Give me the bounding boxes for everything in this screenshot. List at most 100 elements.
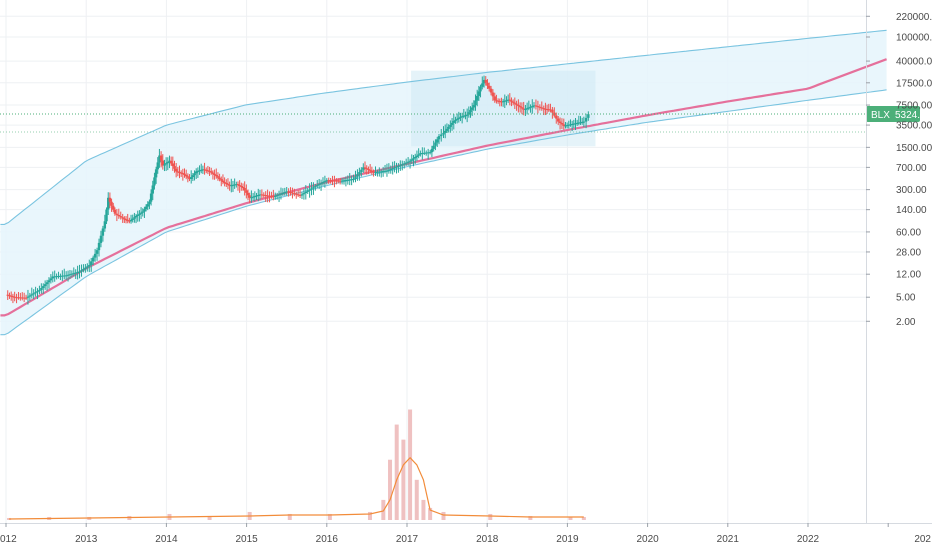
candle-body	[108, 197, 112, 202]
candle-body	[49, 278, 53, 281]
candle-body	[200, 169, 203, 171]
x-tick-label: 012	[0, 534, 17, 545]
candle-body	[218, 177, 221, 180]
candle-body	[522, 108, 525, 110]
candle-body	[412, 158, 415, 160]
candle-body	[216, 176, 220, 178]
candle-body	[344, 180, 348, 182]
candle-body	[493, 96, 496, 101]
x-tick-label: 2021	[717, 534, 740, 545]
candle-body	[479, 86, 482, 92]
candle-body	[74, 272, 77, 274]
candle-body	[64, 275, 68, 277]
candle-body	[91, 257, 95, 262]
candle-body	[562, 124, 565, 126]
candle-body	[538, 106, 542, 108]
candle-body	[329, 180, 332, 182]
volume-bar	[7, 517, 12, 520]
candle-body	[370, 170, 374, 172]
candle-body	[251, 196, 255, 198]
candles-layer	[6, 75, 590, 305]
candle-body	[426, 152, 430, 154]
candle-body	[584, 117, 588, 122]
candle-body	[205, 169, 208, 171]
candle-body	[513, 102, 517, 104]
candle-body	[391, 168, 394, 170]
candle-body	[415, 155, 419, 157]
candle-body	[221, 180, 225, 183]
candle-body	[482, 79, 486, 84]
candle-body	[536, 106, 540, 108]
candle-body	[186, 176, 190, 178]
candle-body	[518, 106, 522, 108]
candle-body	[515, 103, 518, 105]
candle-body	[225, 182, 228, 184]
candle-body	[317, 184, 321, 186]
candle-body	[223, 182, 226, 184]
candle-body	[188, 177, 191, 179]
y-tick-label: 1500.00	[896, 143, 932, 154]
y-tick-label: 12.00	[896, 270, 921, 281]
candle-body	[268, 195, 271, 197]
candle-body	[428, 152, 432, 154]
candle-body	[436, 139, 439, 143]
candle-body	[470, 107, 474, 110]
y-tick-label: 60.00	[896, 227, 921, 238]
candle-body	[362, 167, 365, 170]
candle-body	[134, 215, 138, 218]
candle-body	[469, 109, 472, 113]
candle-body	[228, 184, 231, 186]
candle-body	[425, 152, 428, 154]
candle-body	[195, 171, 198, 174]
candle-body	[105, 209, 108, 222]
candle-body	[465, 114, 469, 116]
candle-body	[467, 112, 471, 115]
candle-body	[72, 273, 75, 275]
candle-body	[196, 170, 200, 172]
candle-body	[457, 117, 461, 119]
candle-body	[101, 228, 105, 236]
candle-body	[95, 250, 99, 254]
candle-body	[314, 186, 317, 188]
candle-body	[565, 125, 569, 127]
volume-bar	[428, 507, 433, 520]
candle-body	[163, 164, 166, 166]
candle-body	[283, 192, 286, 194]
candle-body	[564, 125, 567, 127]
candle-body	[445, 128, 449, 131]
candle-body	[103, 221, 107, 229]
candle-body	[84, 267, 87, 269]
candle-body	[193, 173, 196, 176]
candle-body	[342, 180, 346, 182]
x-tick-label: 2017	[396, 534, 419, 545]
y-tick-label: 2.00	[896, 317, 916, 328]
volume-bar	[401, 439, 406, 520]
candle-body	[542, 108, 545, 110]
candle-body	[55, 276, 58, 278]
candle-body	[295, 193, 298, 195]
candle-body	[475, 95, 479, 101]
candle-body	[154, 169, 158, 178]
volume-bar	[408, 409, 413, 520]
candle-body	[110, 201, 113, 206]
candle-body	[112, 205, 115, 210]
candle-body	[183, 173, 186, 176]
candle-body	[238, 185, 241, 187]
candle-body	[503, 100, 506, 102]
candle-body	[487, 85, 491, 89]
candle-body	[531, 106, 534, 108]
candle-body	[141, 211, 144, 213]
candle-body	[143, 209, 146, 212]
candle-body	[70, 273, 74, 275]
candle-body	[293, 193, 296, 195]
candle-body	[545, 109, 549, 111]
last-price-symbol: BLX	[871, 110, 890, 121]
candle-body	[517, 104, 520, 107]
candle-body	[88, 265, 91, 267]
candle-body	[580, 121, 584, 123]
candle-body	[358, 172, 361, 175]
candle-body	[86, 266, 89, 268]
candle-body	[126, 219, 129, 221]
